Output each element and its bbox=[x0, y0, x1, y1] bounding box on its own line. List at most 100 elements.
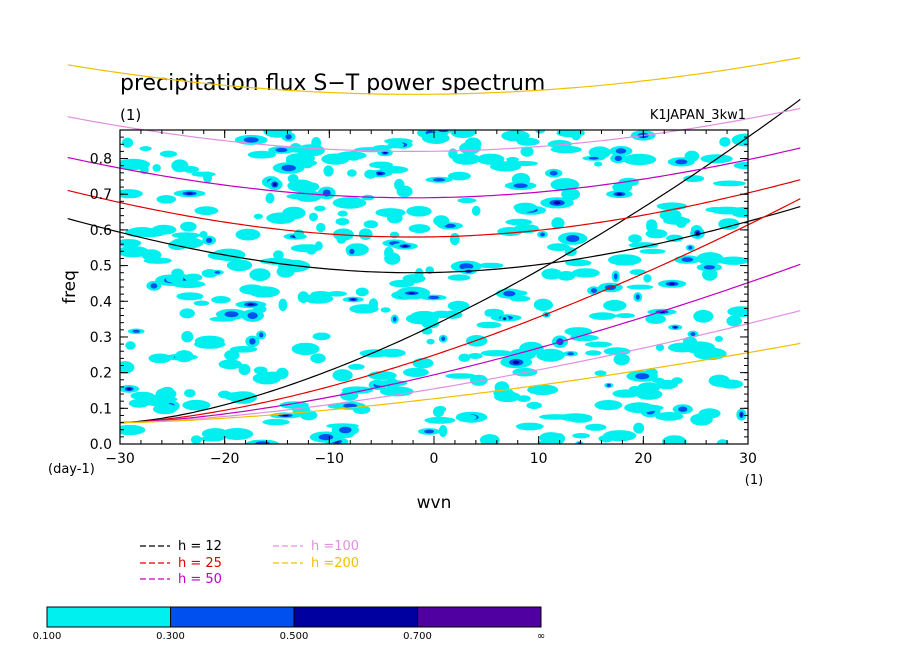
heatmap-cell bbox=[249, 338, 256, 345]
heatmap-cell bbox=[561, 188, 580, 201]
heatmap-cell bbox=[194, 335, 225, 347]
heatmap-cell bbox=[458, 353, 471, 362]
heatmap-cell bbox=[159, 150, 177, 158]
heatmap-cell bbox=[394, 178, 405, 191]
heatmap-cell bbox=[655, 379, 679, 390]
heatmap-cell bbox=[564, 327, 593, 336]
heatmap-cell bbox=[683, 175, 705, 183]
heatmap-cell bbox=[364, 169, 377, 179]
x-tick-label: −10 bbox=[315, 451, 345, 467]
x-tick-label: 30 bbox=[739, 451, 757, 467]
heatmap-cell bbox=[541, 268, 562, 280]
heatmap-cell bbox=[249, 268, 271, 282]
heatmap-cell bbox=[387, 212, 403, 224]
units-label: (1) bbox=[120, 106, 141, 124]
heatmap-cell bbox=[516, 395, 531, 402]
heatmap-cell bbox=[459, 141, 481, 155]
heatmap-cell bbox=[469, 374, 488, 386]
heatmap-cell bbox=[551, 217, 565, 229]
y-tick-label: 0.2 bbox=[90, 366, 112, 382]
heatmap-cell bbox=[603, 299, 627, 312]
heatmap-cell bbox=[311, 137, 322, 149]
heatmap-cell bbox=[238, 363, 251, 376]
heatmap-cell bbox=[716, 439, 729, 444]
heatmap-cell bbox=[639, 248, 666, 254]
heatmap-cell bbox=[494, 381, 510, 394]
x-tick-label: −20 bbox=[210, 451, 240, 467]
heatmap-cell bbox=[447, 274, 471, 281]
heatmap-cell bbox=[176, 292, 204, 301]
heatmap-cell bbox=[594, 161, 603, 167]
heatmap-cell bbox=[303, 293, 334, 304]
heatmap-cell bbox=[505, 218, 533, 226]
heatmap-cell bbox=[629, 269, 647, 275]
heatmap-cell bbox=[572, 433, 590, 439]
heatmap-cell bbox=[703, 265, 716, 270]
heatmap-cell bbox=[655, 344, 665, 351]
heatmap-cell bbox=[351, 298, 356, 301]
heatmap-cell bbox=[513, 183, 528, 188]
heatmap-cell bbox=[285, 134, 292, 140]
heatmap-cell bbox=[156, 195, 177, 204]
dispersion-curve-ig bbox=[67, 147, 801, 199]
heatmap-cell bbox=[669, 282, 675, 285]
y-tick-label: 0.0 bbox=[90, 437, 112, 453]
heatmap-cell bbox=[148, 353, 172, 364]
heatmap-cell bbox=[646, 221, 658, 233]
x-tick-label: 0 bbox=[430, 451, 439, 467]
heatmap-cell bbox=[247, 150, 277, 159]
heatmap-cell bbox=[438, 425, 448, 437]
dispersion-curve-kelvin bbox=[119, 198, 801, 424]
heatmap-cell bbox=[450, 130, 476, 138]
heatmap-cell bbox=[684, 150, 700, 162]
heatmap-cell bbox=[533, 298, 553, 311]
heatmap-cell bbox=[422, 132, 450, 144]
heatmap-cell bbox=[447, 300, 470, 311]
heatmap-cell bbox=[458, 414, 477, 421]
heatmap-cell bbox=[718, 379, 744, 389]
heatmap-cell bbox=[733, 161, 748, 170]
heatmap-cell bbox=[731, 133, 748, 147]
heatmap-cell bbox=[259, 332, 264, 338]
heatmap-cell bbox=[402, 367, 429, 377]
heatmap-cell bbox=[615, 148, 627, 154]
x-axis-label: wvn bbox=[417, 493, 452, 513]
heatmap-cell bbox=[714, 335, 724, 342]
heatmap-cell bbox=[618, 177, 639, 187]
heatmap-cell bbox=[193, 300, 210, 306]
heatmap-cell bbox=[124, 228, 150, 237]
heatmap-cell bbox=[608, 254, 642, 266]
heatmap-cell bbox=[588, 312, 617, 320]
heatmap-cell bbox=[229, 346, 258, 353]
heatmap-cell bbox=[278, 298, 288, 312]
heatmap-cell bbox=[571, 130, 582, 141]
heatmap-cell bbox=[316, 222, 326, 233]
heatmap-cell bbox=[194, 206, 219, 216]
colorbar-label: 0.700 bbox=[403, 631, 432, 642]
heatmap-cell bbox=[702, 268, 718, 281]
heatmap-cell bbox=[626, 284, 654, 290]
heatmap-cell bbox=[536, 348, 565, 362]
heatmap-cell bbox=[513, 202, 537, 212]
heatmap-cell bbox=[318, 434, 334, 441]
heatmap-cell bbox=[363, 220, 379, 229]
heatmap-cell bbox=[120, 189, 143, 199]
heatmap-cell bbox=[224, 349, 240, 361]
heatmap-cell bbox=[603, 347, 631, 356]
heatmap-cell bbox=[181, 331, 194, 343]
heatmap-cell bbox=[513, 360, 520, 365]
heatmap-cell bbox=[570, 333, 582, 339]
heatmap-cell bbox=[347, 169, 357, 177]
heatmap-cell bbox=[287, 174, 299, 184]
heatmap-cell bbox=[150, 283, 158, 289]
heatmap-cell bbox=[408, 224, 431, 234]
heatmap-cell bbox=[566, 235, 580, 242]
heatmap-cell bbox=[186, 192, 193, 195]
dispersion-curve-kelvin bbox=[119, 342, 801, 424]
heatmap-cell bbox=[516, 137, 540, 146]
heatmap-cell bbox=[567, 414, 593, 423]
heatmap-cell bbox=[152, 164, 161, 172]
heatmap-cell bbox=[201, 428, 229, 440]
heatmap-cell bbox=[426, 338, 435, 345]
